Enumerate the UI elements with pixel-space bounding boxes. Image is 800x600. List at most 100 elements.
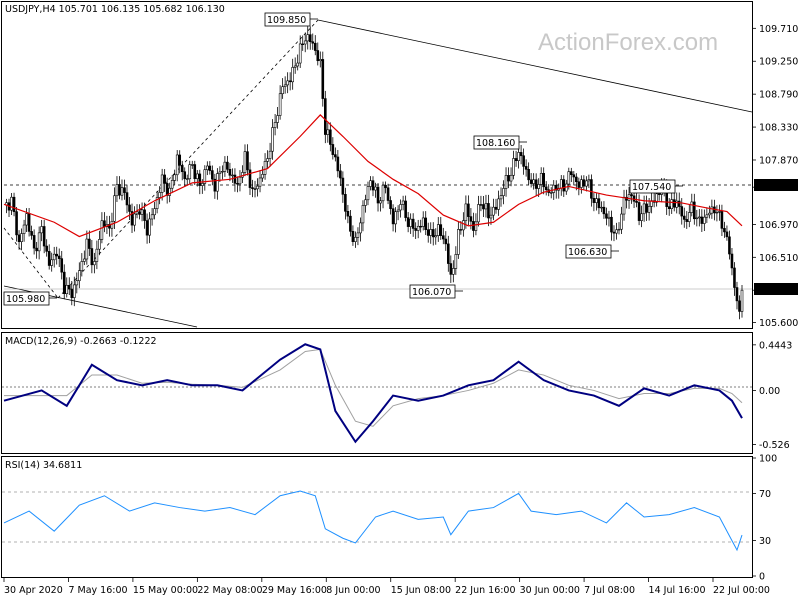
- price-tick-label: 109.250: [759, 57, 798, 68]
- macd-tick-label: 0.4443: [759, 340, 792, 351]
- candle-body: [452, 268, 455, 275]
- candle-body: [512, 158, 515, 176]
- candle-body: [243, 151, 247, 173]
- candle-body: [502, 188, 505, 196]
- candle-body: [680, 206, 684, 217]
- annotation-107540: 107.540: [629, 179, 683, 194]
- annotation-106070: 106.070: [409, 284, 463, 299]
- macd-tick-label: -0.526: [759, 440, 790, 451]
- candle-body: [738, 300, 741, 312]
- candle-body: [507, 175, 510, 182]
- candle-body: [193, 164, 197, 179]
- candle-body: [635, 200, 638, 203]
- candle-body: [344, 194, 347, 212]
- candle-body: [612, 231, 616, 234]
- candle-body: [334, 154, 337, 158]
- candle-body: [447, 243, 450, 264]
- candle-body: [185, 178, 189, 180]
- candle-body: [145, 220, 149, 236]
- candle-body: [306, 34, 310, 42]
- candle-body: [582, 179, 586, 187]
- candle-body: [469, 216, 473, 222]
- candle-body: [544, 186, 548, 191]
- candle-body: [597, 198, 601, 209]
- candle-body: [585, 180, 588, 187]
- candle-body: [605, 213, 608, 219]
- candle-body: [140, 209, 144, 215]
- candle-body: [406, 217, 410, 227]
- rsi-axis: 100 70 30 0: [752, 454, 777, 583]
- candle-body: [479, 204, 483, 206]
- candle-body: [559, 179, 563, 189]
- candle-body: [477, 204, 480, 223]
- time-tick-label: 15 May 00:00: [133, 585, 198, 596]
- price-panel-title: USDJPY,H4 105.701 106.135 105.682 106.13…: [5, 4, 225, 15]
- candle-body: [108, 224, 111, 229]
- candle-body: [399, 204, 402, 211]
- candle-body: [47, 251, 51, 266]
- annotation-106630: 106.630: [565, 244, 619, 259]
- candle-body: [57, 255, 61, 259]
- candle-body: [381, 184, 385, 202]
- moving-average-line: [3, 114, 743, 238]
- candle-body: [293, 65, 297, 68]
- candle-body: [198, 173, 202, 186]
- candle-body: [374, 186, 377, 191]
- candle-body: [685, 219, 689, 222]
- candle-body: [700, 216, 704, 224]
- candle-body: [740, 289, 744, 312]
- candle-body: [10, 196, 13, 211]
- candle-body: [620, 213, 623, 230]
- candle-body: [27, 213, 31, 232]
- candle-body: [324, 98, 327, 135]
- candle-body: [640, 213, 643, 221]
- candle-body: [336, 156, 340, 172]
- time-tick-label: 22 Jun 16:00: [455, 585, 515, 596]
- candle-body: [657, 193, 661, 195]
- price-tick-label: 109.710: [759, 24, 798, 35]
- candle-body: [482, 204, 485, 210]
- trendlines: [3, 19, 753, 328]
- candle-body: [155, 197, 159, 209]
- candle-body: [221, 170, 224, 173]
- candle-body: [391, 208, 395, 225]
- candle-body: [158, 192, 161, 198]
- candle-body: [690, 201, 694, 213]
- candle-body: [672, 199, 676, 208]
- rsi-panel-title: RSI(14) 34.6811: [5, 460, 82, 471]
- candle-body: [695, 217, 699, 220]
- macd-axis: 0.4443 0.00 -0.526: [752, 340, 792, 451]
- annotation-106630-label: 106.630: [568, 247, 607, 258]
- candle-body: [228, 169, 232, 176]
- candle-body: [708, 212, 711, 216]
- candle-body: [720, 211, 724, 229]
- candle-body: [271, 127, 274, 152]
- rsi-tick-label: 0: [759, 572, 765, 583]
- candle-body: [457, 229, 460, 255]
- candle-body: [32, 235, 36, 249]
- candle-body: [248, 169, 252, 188]
- time-tick-label: 22 Jul 00:00: [713, 585, 770, 596]
- time-tick-label: 7 May 16:00: [68, 585, 127, 596]
- candle-body: [263, 161, 267, 175]
- price-tick-label: 107.870: [759, 155, 798, 166]
- candle-body: [733, 267, 736, 288]
- candle-body: [522, 155, 525, 167]
- candle-body: [326, 129, 330, 135]
- candle-body: [416, 225, 420, 231]
- diagonal-resistance-dashed: [3, 227, 59, 299]
- candle-body: [195, 173, 199, 179]
- candle-body: [384, 184, 387, 189]
- candle-body: [396, 209, 400, 213]
- candle-body: [190, 164, 194, 166]
- macd-line: [3, 343, 743, 444]
- price-panel-frame: [1, 1, 753, 329]
- candle-body: [20, 233, 23, 243]
- candle-body: [120, 187, 124, 196]
- candle-body: [444, 238, 448, 245]
- current-price-axis-label: 106.130: [756, 285, 795, 296]
- candle-body: [587, 179, 591, 182]
- candle-body: [83, 258, 86, 262]
- candle-body: [354, 237, 357, 242]
- candle-body: [592, 197, 596, 203]
